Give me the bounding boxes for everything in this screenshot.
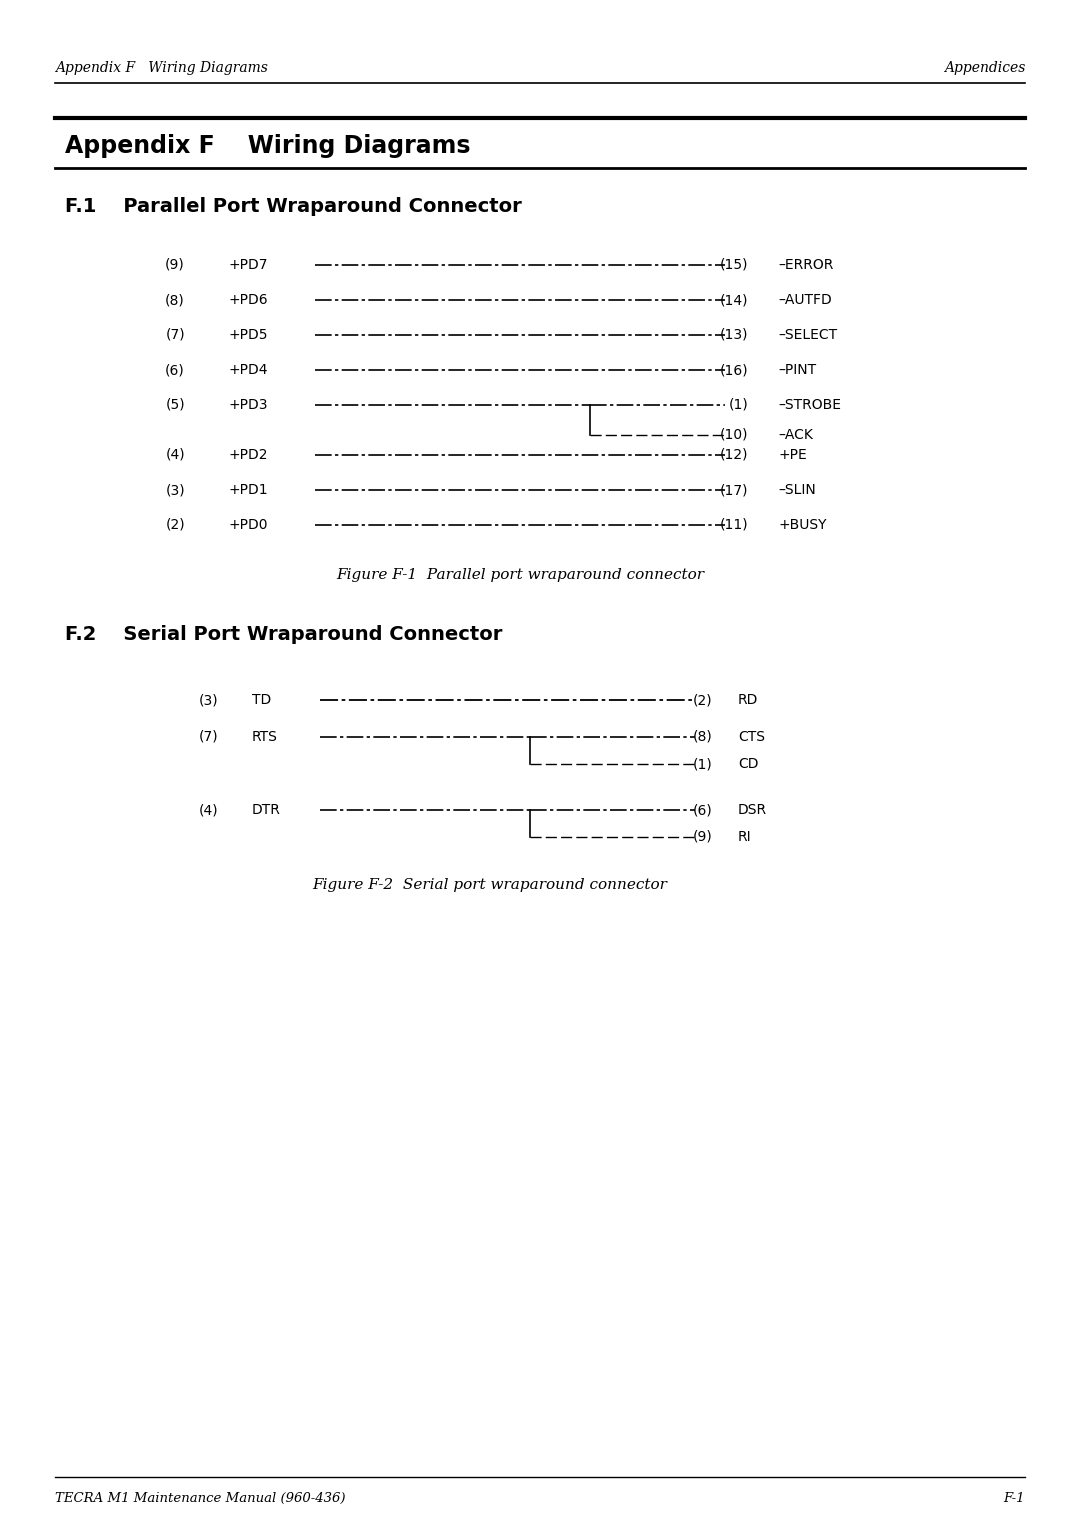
Text: +PD5: +PD5 — [228, 328, 268, 342]
Text: DTR: DTR — [252, 804, 281, 817]
Text: +PD3: +PD3 — [228, 398, 268, 412]
Text: (2): (2) — [692, 692, 712, 708]
Text: (16): (16) — [719, 363, 748, 377]
Text: (4): (4) — [165, 448, 185, 462]
Text: RTS: RTS — [252, 730, 278, 744]
Text: +PD2: +PD2 — [228, 448, 268, 462]
Text: (13): (13) — [719, 328, 748, 342]
Text: –ACK: –ACK — [778, 429, 813, 442]
Text: TD: TD — [252, 692, 271, 708]
Text: +PD1: +PD1 — [228, 483, 268, 497]
Text: –PINT: –PINT — [778, 363, 816, 377]
Text: +BUSY: +BUSY — [778, 518, 826, 532]
Text: RI: RI — [738, 830, 752, 843]
Text: –SLIN: –SLIN — [778, 483, 815, 497]
Text: F.1    Parallel Port Wraparound Connector: F.1 Parallel Port Wraparound Connector — [65, 197, 522, 215]
Text: –AUTFD: –AUTFD — [778, 293, 832, 307]
Text: –ERROR: –ERROR — [778, 258, 834, 271]
Text: (9): (9) — [692, 830, 712, 843]
Text: –STROBE: –STROBE — [778, 398, 841, 412]
Text: Appendix F    Wiring Diagrams: Appendix F Wiring Diagrams — [65, 134, 471, 159]
Text: (11): (11) — [719, 518, 748, 532]
Text: (6): (6) — [692, 804, 712, 817]
Text: Appendix F   Wiring Diagrams: Appendix F Wiring Diagrams — [55, 61, 268, 75]
Text: (8): (8) — [165, 293, 185, 307]
Text: (4): (4) — [199, 804, 218, 817]
Text: (3): (3) — [165, 483, 185, 497]
Text: Appendices: Appendices — [944, 61, 1025, 75]
Text: CTS: CTS — [738, 730, 765, 744]
Text: (15): (15) — [719, 258, 748, 271]
Text: (7): (7) — [165, 328, 185, 342]
Text: Figure F-1  Parallel port wraparound connector: Figure F-1 Parallel port wraparound conn… — [336, 567, 704, 583]
Text: –SELECT: –SELECT — [778, 328, 837, 342]
Text: Figure F-2  Serial port wraparound connector: Figure F-2 Serial port wraparound connec… — [312, 878, 667, 892]
Text: +PD4: +PD4 — [228, 363, 268, 377]
Text: (10): (10) — [719, 429, 748, 442]
Text: (5): (5) — [165, 398, 185, 412]
Text: TECRA M1 Maintenance Manual (960-436): TECRA M1 Maintenance Manual (960-436) — [55, 1491, 346, 1505]
Text: (1): (1) — [692, 756, 712, 772]
Text: (6): (6) — [165, 363, 185, 377]
Text: DSR: DSR — [738, 804, 767, 817]
Text: (9): (9) — [165, 258, 185, 271]
Text: (12): (12) — [719, 448, 748, 462]
Text: (1): (1) — [728, 398, 748, 412]
Text: F.2    Serial Port Wraparound Connector: F.2 Serial Port Wraparound Connector — [65, 625, 502, 645]
Text: (3): (3) — [199, 692, 218, 708]
Text: (17): (17) — [719, 483, 748, 497]
Text: RD: RD — [738, 692, 758, 708]
Text: F-1: F-1 — [1003, 1491, 1025, 1505]
Text: (7): (7) — [199, 730, 218, 744]
Text: +PD0: +PD0 — [228, 518, 268, 532]
Text: CD: CD — [738, 756, 758, 772]
Text: (8): (8) — [692, 730, 712, 744]
Text: (14): (14) — [719, 293, 748, 307]
Text: +PD7: +PD7 — [228, 258, 268, 271]
Text: +PE: +PE — [778, 448, 807, 462]
Text: (2): (2) — [165, 518, 185, 532]
Text: +PD6: +PD6 — [228, 293, 268, 307]
